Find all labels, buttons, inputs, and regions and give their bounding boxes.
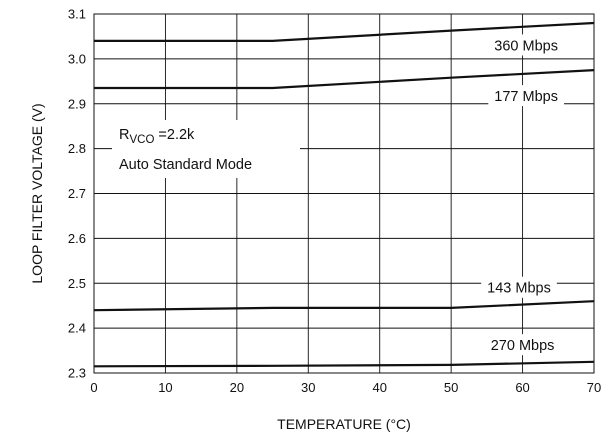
y-tick-label: 2.5 — [68, 276, 86, 291]
series-label-background — [488, 34, 564, 56]
plot-frame — [93, 13, 595, 374]
mode-annotation: Auto Standard Mode — [119, 157, 252, 173]
series-label: 143 Mbps — [487, 281, 551, 297]
y-tick-label: 2.9 — [68, 96, 86, 111]
x-tick-label: 70 — [587, 380, 601, 395]
series-label-backgrounds — [481, 34, 564, 356]
y-tick-label: 3.1 — [68, 7, 86, 22]
series-label: 270 Mbps — [491, 338, 555, 354]
series-line — [94, 21, 595, 43]
series-label-background — [488, 85, 564, 107]
y-tick-label: 2.4 — [68, 321, 86, 336]
x-tick-label: 10 — [158, 380, 172, 395]
x-tick-labels: 0 10 20 30 40 50 60 70 — [90, 380, 601, 395]
x-tick-label: 20 — [230, 380, 244, 395]
rvco-subscript: VCO — [129, 134, 154, 146]
y-tick-label: 3.0 — [68, 51, 86, 66]
rvco-annotation: RVCO =2.2k — [119, 127, 195, 146]
y-tick-labels: 2.3 2.4 2.5 2.6 2.7 2.8 2.9 3.0 3.1 — [68, 7, 86, 381]
y-tick-label: 2.7 — [68, 186, 86, 201]
series-label-background — [481, 276, 557, 298]
x-tick-label: 50 — [444, 380, 458, 395]
series-line — [94, 69, 595, 90]
series-labels: 360 Mbps 177 Mbps 143 Mbps 270 Mbps — [487, 38, 558, 354]
y-tick-label: 2.3 — [68, 366, 86, 381]
annotation-background — [112, 120, 300, 178]
x-tick-label: 40 — [372, 380, 386, 395]
rvco-value: =2.2k — [154, 127, 195, 143]
x-axis-title: TEMPERATURE (°C) — [277, 416, 411, 432]
y-axis-title: LOOP FILTER VOLTAGE (V) — [29, 103, 45, 283]
grid-lines — [94, 14, 594, 373]
series-line — [93, 360, 595, 368]
series-label: 360 Mbps — [494, 38, 558, 54]
x-tick-label: 30 — [301, 380, 315, 395]
series-label-background — [484, 334, 561, 356]
rvco-main: R — [119, 127, 129, 143]
y-tick-label: 2.8 — [68, 141, 86, 156]
x-tick-label: 60 — [515, 380, 529, 395]
series-label: 177 Mbps — [494, 89, 558, 105]
series-line — [93, 300, 595, 312]
series-lines — [93, 21, 595, 368]
y-tick-label: 2.6 — [68, 231, 86, 246]
x-tick-label: 0 — [90, 380, 97, 395]
